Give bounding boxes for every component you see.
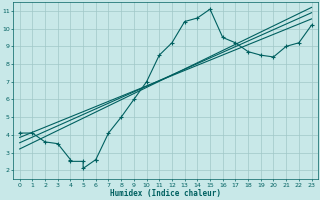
X-axis label: Humidex (Indice chaleur): Humidex (Indice chaleur) (110, 189, 221, 198)
